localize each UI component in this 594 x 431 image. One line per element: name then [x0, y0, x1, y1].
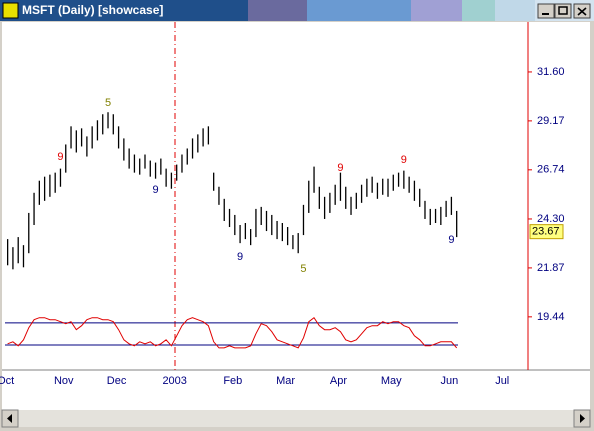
maximize-button[interactable]	[554, 3, 572, 19]
last-value-box	[529, 224, 564, 240]
window-title: MSFT (Daily) [showcase]	[22, 3, 163, 17]
y-tick-label: 24.30	[537, 213, 565, 225]
close-button[interactable]	[573, 3, 591, 19]
annotation: 5	[300, 263, 306, 275]
x-tick-label: Mar	[276, 375, 295, 387]
x-tick-label: Jul	[495, 375, 509, 387]
y-tick-label: 19.44	[537, 311, 565, 323]
x-tick-label: May	[381, 375, 402, 387]
annotation: 9	[337, 162, 343, 174]
app-icon	[2, 2, 19, 19]
annotation: 5	[105, 97, 111, 109]
oscillator-line	[7, 316, 458, 349]
title-bar-band	[495, 0, 535, 21]
minimize-button[interactable]	[537, 3, 555, 19]
x-tick-label: Dec	[107, 375, 127, 387]
title-bar-band	[248, 0, 307, 21]
x-tick-label: Jun	[441, 375, 459, 387]
annotation: 9	[57, 151, 63, 163]
chart-area	[2, 22, 590, 410]
x-tick-label: Nov	[54, 375, 74, 387]
y-tick-label: 31.60	[537, 66, 565, 78]
y-tick-label: 26.74	[537, 164, 565, 176]
annotation: 9	[237, 251, 243, 263]
title-bar-band	[307, 0, 411, 21]
annotation: 9	[152, 184, 158, 196]
last-value-label: 23.67	[532, 226, 560, 238]
title-bar-band	[462, 0, 495, 21]
x-tick-label: Oct	[0, 375, 14, 387]
x-tick-label: Apr	[330, 375, 347, 387]
title-bar-band	[411, 0, 462, 21]
annotation: 9	[401, 154, 407, 166]
y-tick-label: 21.87	[537, 262, 565, 274]
annotation: 9	[448, 234, 454, 246]
h-scrollbar[interactable]	[1, 409, 591, 428]
x-tick-label: 2003	[162, 375, 186, 387]
y-tick-label: 29.17	[537, 115, 565, 127]
title-bar	[0, 0, 248, 21]
x-tick-label: Feb	[223, 375, 242, 387]
